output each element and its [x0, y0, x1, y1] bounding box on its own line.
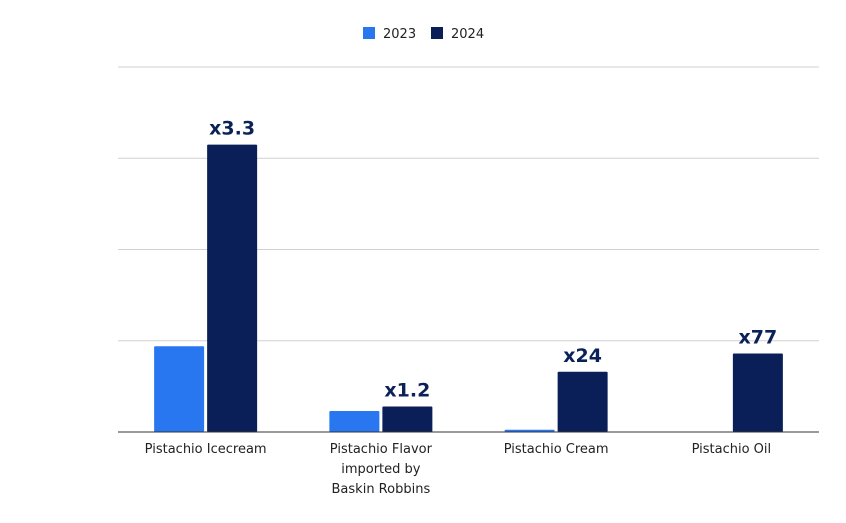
annotation-label: x24 [563, 345, 602, 367]
legend-label-2024[interactable]: 2024 [451, 27, 484, 42]
legend-swatch-2024[interactable] [431, 27, 443, 39]
annotation-label: x3.3 [209, 118, 255, 140]
category-label: Pistachio Cream [504, 442, 609, 457]
bar-2024-cat-1 [382, 406, 433, 432]
bars [154, 144, 783, 433]
category-label: Baskin Robbins [332, 482, 431, 497]
legend-label-2023[interactable]: 2023 [383, 27, 416, 42]
bar-2024-cat-3 [732, 353, 783, 432]
bar-2023-cat-1 [329, 411, 380, 432]
annotation-label: x77 [739, 327, 778, 349]
category-labels: Pistachio Icecream Pistachio Flavor import… [145, 442, 771, 497]
bar-2023-cat-2 [504, 429, 555, 432]
bar-2024-cat-0 [207, 144, 258, 432]
category-label: Pistachio Flavor [330, 442, 433, 457]
annotations: x3.3 x1.2 x24 x77 [209, 118, 777, 402]
category-label: imported by [341, 462, 421, 477]
annotation-label: x1.2 [384, 379, 430, 401]
legend: 2023 2024 [363, 27, 484, 42]
legend-swatch-2023[interactable] [363, 27, 375, 39]
bar-2023-cat-0 [154, 346, 205, 432]
category-label: Pistachio Oil [692, 442, 772, 457]
category-label: Pistachio Icecream [145, 442, 267, 457]
bar-2024-cat-2 [557, 371, 608, 432]
